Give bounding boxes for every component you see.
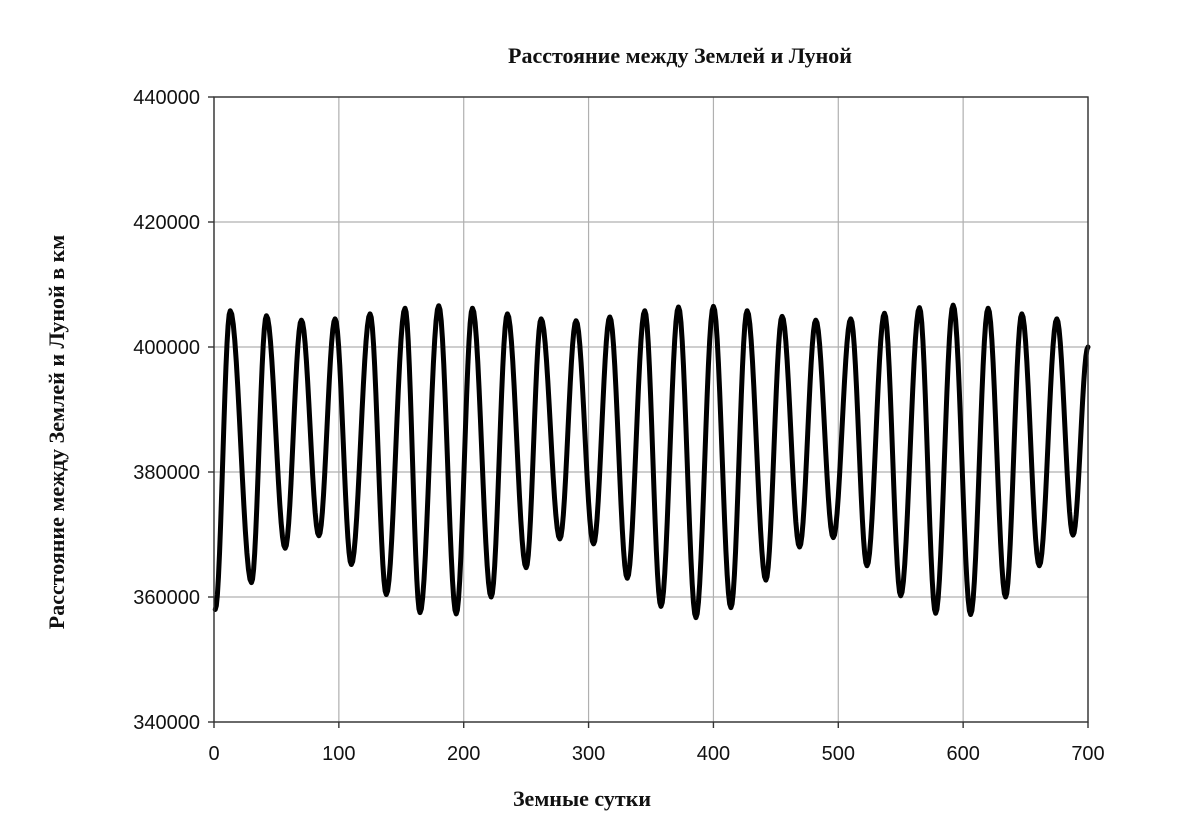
y-tick-label: 440000 bbox=[133, 87, 200, 109]
y-tick-label: 420000 bbox=[133, 212, 200, 234]
y-tick-label: 340000 bbox=[133, 712, 200, 734]
plot-area bbox=[212, 302, 1091, 621]
x-tick-label: 100 bbox=[322, 743, 355, 765]
y-tick-label: 400000 bbox=[133, 337, 200, 359]
plot-frame bbox=[213, 96, 1089, 723]
y-axis-ticks: 340000 360000 380000 400000 420000 440000 bbox=[133, 87, 214, 734]
x-tick-label: 500 bbox=[822, 743, 855, 765]
x-tick-label: 0 bbox=[208, 743, 219, 765]
y-axis-label: Расстояние между Землей и Луной в км bbox=[44, 235, 69, 629]
x-axis-ticks: 0 100 200 300 400 500 600 700 bbox=[208, 722, 1105, 765]
x-tick-label: 600 bbox=[946, 743, 979, 765]
x-tick-label: 700 bbox=[1071, 743, 1104, 765]
x-tick-label: 400 bbox=[697, 743, 730, 765]
x-tick-label: 200 bbox=[447, 743, 480, 765]
x-axis-label: Земные сутки bbox=[513, 786, 651, 811]
y-tick-label: 360000 bbox=[133, 587, 200, 609]
y-tick-label: 380000 bbox=[133, 462, 200, 484]
chart-title: Расстояние между Землей и Луной bbox=[508, 43, 852, 68]
x-tick-label: 300 bbox=[572, 743, 605, 765]
distance-series-line bbox=[212, 302, 1091, 621]
